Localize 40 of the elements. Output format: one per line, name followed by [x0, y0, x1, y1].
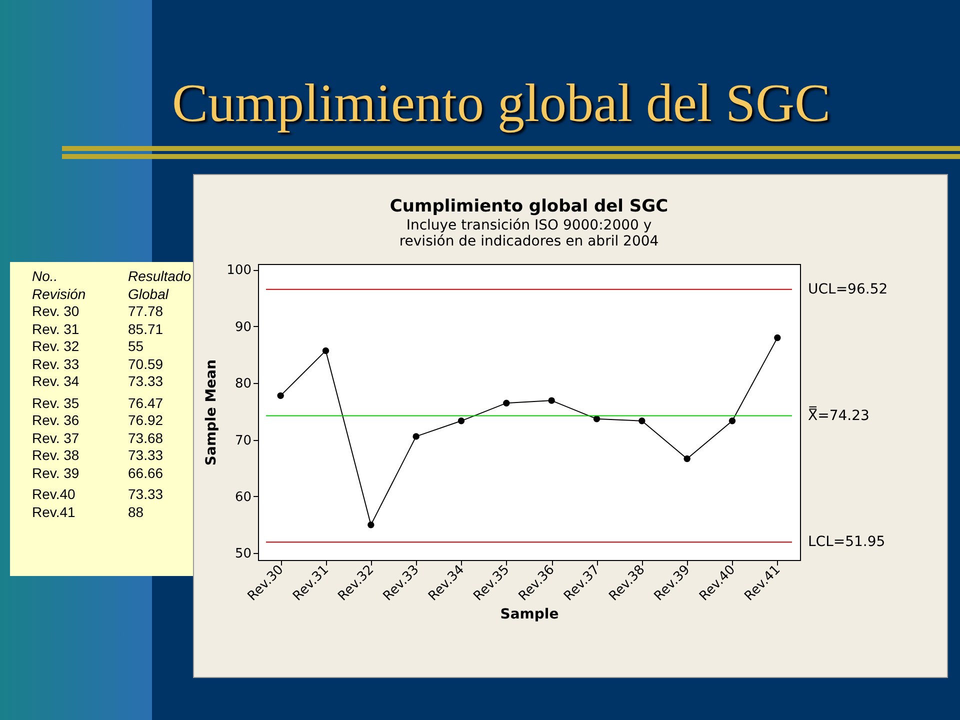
- point: [728, 418, 736, 424]
- ref-line-label: UCL=96.52: [808, 281, 888, 298]
- text: Rev.41 88: [32, 504, 144, 520]
- y-tick-label: 100: [226, 263, 252, 278]
- text: Rev. 35 76.47: [32, 394, 164, 410]
- text: Rev. 30 77.78: [32, 303, 164, 319]
- y-tick-label: 70: [234, 433, 252, 448]
- point: [277, 392, 284, 400]
- point: [593, 416, 600, 422]
- y-tick-label: 80: [234, 376, 252, 392]
- text: Revisión Global: [32, 286, 168, 302]
- point: [458, 418, 465, 424]
- text: Rev. 31 85.71: [32, 320, 164, 336]
- text: No.. Resultado: [32, 268, 192, 284]
- point: [503, 400, 510, 406]
- text: Rev. 33 70.59: [32, 356, 164, 372]
- point: [368, 521, 374, 528]
- point: [412, 433, 420, 440]
- y-tick-label: 90: [234, 320, 252, 335]
- point: [638, 418, 646, 424]
- text: Rev. 36 76.92: [32, 412, 164, 428]
- y-tick-label: 50: [234, 546, 252, 562]
- point: [774, 334, 781, 342]
- chart-subtitle: Incluye transición ISO 9000:2000 y revisión de indicadores en abril 2004: [399, 218, 659, 250]
- y-tick-label: 60: [234, 490, 252, 505]
- text: Rev. 39 66.66: [32, 464, 164, 480]
- ref-line-label: LCL=51.95: [808, 534, 886, 550]
- point: [684, 455, 690, 462]
- point: [322, 347, 330, 354]
- text: Rev. 34 73.33: [32, 373, 164, 389]
- ref-line-label: X̿=74.23: [808, 406, 870, 424]
- x-axis-title: Sample: [500, 606, 559, 622]
- text: Rev. 32 55: [32, 338, 144, 354]
- text: Rev. 38 73.33: [32, 447, 164, 463]
- text: Cumplimiento global del SGC: [172, 72, 830, 134]
- y-axis-title: Sample Mean: [204, 359, 220, 466]
- text: Rev.40 73.33: [32, 486, 164, 502]
- point: [548, 397, 555, 404]
- text: Rev. 37 73.68: [32, 430, 164, 446]
- chart-title: Cumplimiento global del SGC: [390, 196, 668, 217]
